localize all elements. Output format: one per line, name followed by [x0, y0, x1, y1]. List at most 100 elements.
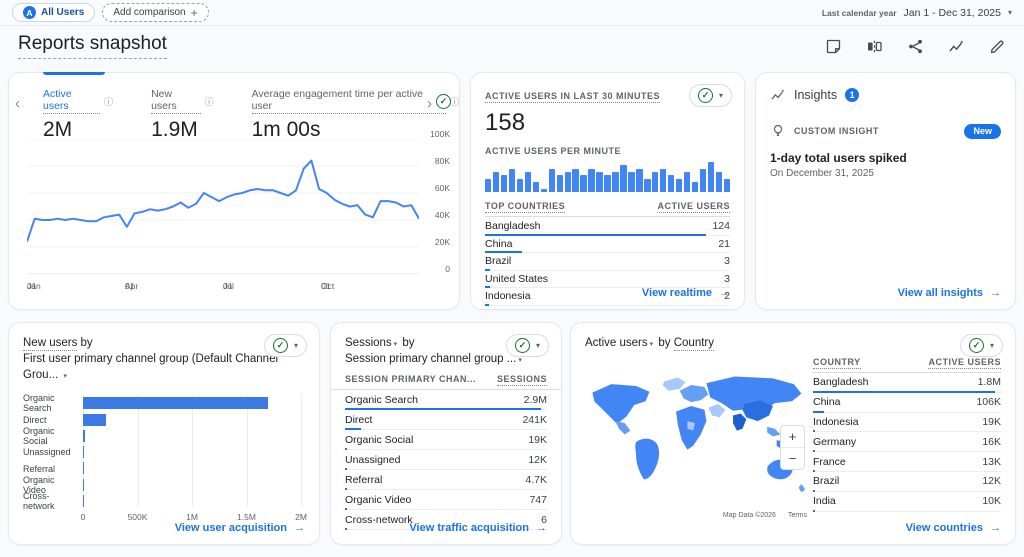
metric-selector[interactable]: Active users ▾ [585, 337, 654, 349]
row-label: Germany [813, 435, 857, 448]
table-row: Indonesia 2 [485, 288, 730, 306]
view-traffic-acquisition-link[interactable]: View traffic acquisition → [409, 522, 547, 534]
bar-row: Organic Social [23, 426, 301, 446]
map-zoom-in-button[interactable]: + [781, 426, 804, 448]
row-progress-bar [345, 428, 362, 431]
insights-title: Insights [794, 88, 838, 102]
row-progress-bar [345, 488, 348, 491]
metric-selector[interactable]: Sessions ▾ [345, 337, 398, 349]
table-row: Bangladesh 124 [485, 218, 730, 236]
arrow-right-icon: → [536, 522, 547, 534]
arrow-right-icon: → [294, 522, 305, 534]
world-map[interactable]: + − Map Data ©2026 Terms [581, 367, 809, 519]
insights-count-badge: 1 [845, 88, 860, 102]
sessions-table: Organic Search 2.9M Direct 241K Organic Soci… [331, 390, 561, 531]
row-label: Indonesia [485, 290, 531, 303]
y-axis-label: 40K [434, 210, 450, 220]
minute-bar [508, 168, 516, 192]
data-quality-dropdown[interactable]: ✓ ▾ [688, 84, 732, 107]
metric-avg-engagement-time[interactable]: Average engagement time per active user ⓘ… [251, 88, 459, 142]
row-progress-bar [813, 430, 816, 433]
share-icon[interactable] [907, 38, 924, 55]
map-terms-link[interactable]: Terms [787, 512, 807, 519]
table-row: France 13K [813, 452, 1001, 472]
view-realtime-link[interactable]: View realtime → [641, 287, 730, 299]
row-label: Unassigned [345, 453, 401, 466]
row-label: Organic Social [345, 433, 414, 446]
metric-carousel: Active users ⓘ 2M New users ⓘ 1.9M Average… [9, 73, 459, 142]
table-row: Cross-network 6 [345, 510, 547, 531]
new-users-card: ✓ ▾ New users by First user primary chan… [8, 322, 320, 545]
view-all-insights-link[interactable]: View all insights → [897, 287, 1001, 299]
bar [83, 462, 85, 475]
minute-bar [659, 168, 667, 192]
realtime-active-users-count: 158 [485, 109, 526, 136]
table-row: Brazil 3 [485, 253, 730, 271]
date-range-picker[interactable]: Last calendar year Jan 1 - Dec 31, 2025 … [822, 7, 1012, 19]
y-axis-label: 100K [430, 129, 450, 139]
x-axis-label: 0 [80, 512, 86, 523]
bar-row: Referral [23, 460, 301, 476]
row-progress-bar [813, 489, 816, 492]
all-users-chip[interactable]: A All Users [12, 3, 96, 22]
carousel-next-button[interactable]: › [427, 95, 432, 112]
dimension-selector[interactable]: Session primary channel group ... ▾ [345, 353, 522, 366]
minute-bar [620, 165, 627, 192]
dimension-selector[interactable]: First user primary channel group (Defaul… [23, 353, 279, 382]
column-header: SESSIONS [496, 374, 547, 387]
active-tab-indicator [43, 72, 105, 75]
minute-bar [596, 172, 603, 192]
data-quality-dropdown[interactable]: ✓ ▾ [959, 334, 1003, 357]
data-quality-icon[interactable]: ✓ [436, 94, 451, 109]
row-label: France [813, 455, 846, 468]
y-axis-label: 60K [434, 183, 450, 193]
chevron-down-icon: ▾ [293, 341, 298, 350]
view-user-acquisition-link[interactable]: View user acquisition → [174, 522, 305, 534]
data-quality-dropdown[interactable]: ✓ ▾ [505, 334, 549, 357]
edit-icon[interactable] [989, 38, 1006, 55]
minute-bar [723, 178, 731, 192]
row-label: Indonesia [813, 415, 859, 428]
page-title: Reports snapshot [18, 33, 167, 59]
row-value: 747 [529, 493, 547, 506]
lightbulb-icon [770, 123, 786, 139]
metric-selector[interactable]: New users [23, 337, 78, 351]
new-users-bar-chart: Organic Search Direct Organic Social Unassi… [23, 393, 307, 524]
minute-bar [516, 178, 524, 192]
bar [83, 413, 106, 426]
row-label: Bangladesh [813, 376, 869, 389]
bar-row: Cross-network [23, 491, 301, 511]
view-countries-link[interactable]: View countries → [905, 522, 1001, 534]
add-comparison-button[interactable]: Add comparison + [102, 3, 209, 22]
x-axis-label: 1M [186, 512, 198, 523]
chevron-down-icon: ▾ [1007, 8, 1012, 17]
carousel-prev-button[interactable]: ‹ [15, 95, 20, 112]
map-zoom-out-button[interactable]: − [788, 451, 797, 466]
active-users-trend-chart [26, 138, 420, 275]
x-axis-label: 2M [295, 512, 307, 523]
info-icon[interactable]: ⓘ [449, 96, 459, 107]
metric-new-users[interactable]: New users ⓘ 1.9M [151, 88, 214, 142]
arrow-right-icon: → [990, 287, 1001, 299]
row-label: Cross-network [345, 513, 413, 526]
data-quality-dropdown[interactable]: ✓ ▾ [263, 334, 307, 357]
info-icon[interactable]: ⓘ [104, 96, 114, 107]
notes-icon[interactable] [825, 38, 842, 55]
insight-headline[interactable]: 1-day total users spiked [770, 151, 907, 165]
column-header: ACTIVE USERS [928, 357, 1001, 369]
countries-card: ✓ ▾ Active users ▾ by Country + − [570, 322, 1016, 545]
dimension-selector[interactable]: Country [673, 337, 714, 351]
row-value: 2.9M [523, 393, 547, 406]
insights-icon[interactable] [948, 38, 965, 55]
metric-label: Average engagement time per active user [251, 88, 446, 114]
row-label: Bangladesh [485, 220, 541, 233]
date-range-value: Jan 1 - Dec 31, 2025 [903, 6, 1001, 19]
info-icon[interactable]: ⓘ [204, 96, 214, 107]
map-attribution: Map Data ©2026 [722, 512, 776, 519]
ab-comparison-icon[interactable] [866, 38, 883, 55]
add-comparison-label: Add comparison [113, 7, 186, 18]
metric-active-users[interactable]: Active users ⓘ 2M [43, 88, 113, 142]
row-label: Organic Search [345, 393, 418, 406]
row-value: 4.7K [525, 473, 547, 486]
bar-row: Direct [23, 412, 301, 428]
